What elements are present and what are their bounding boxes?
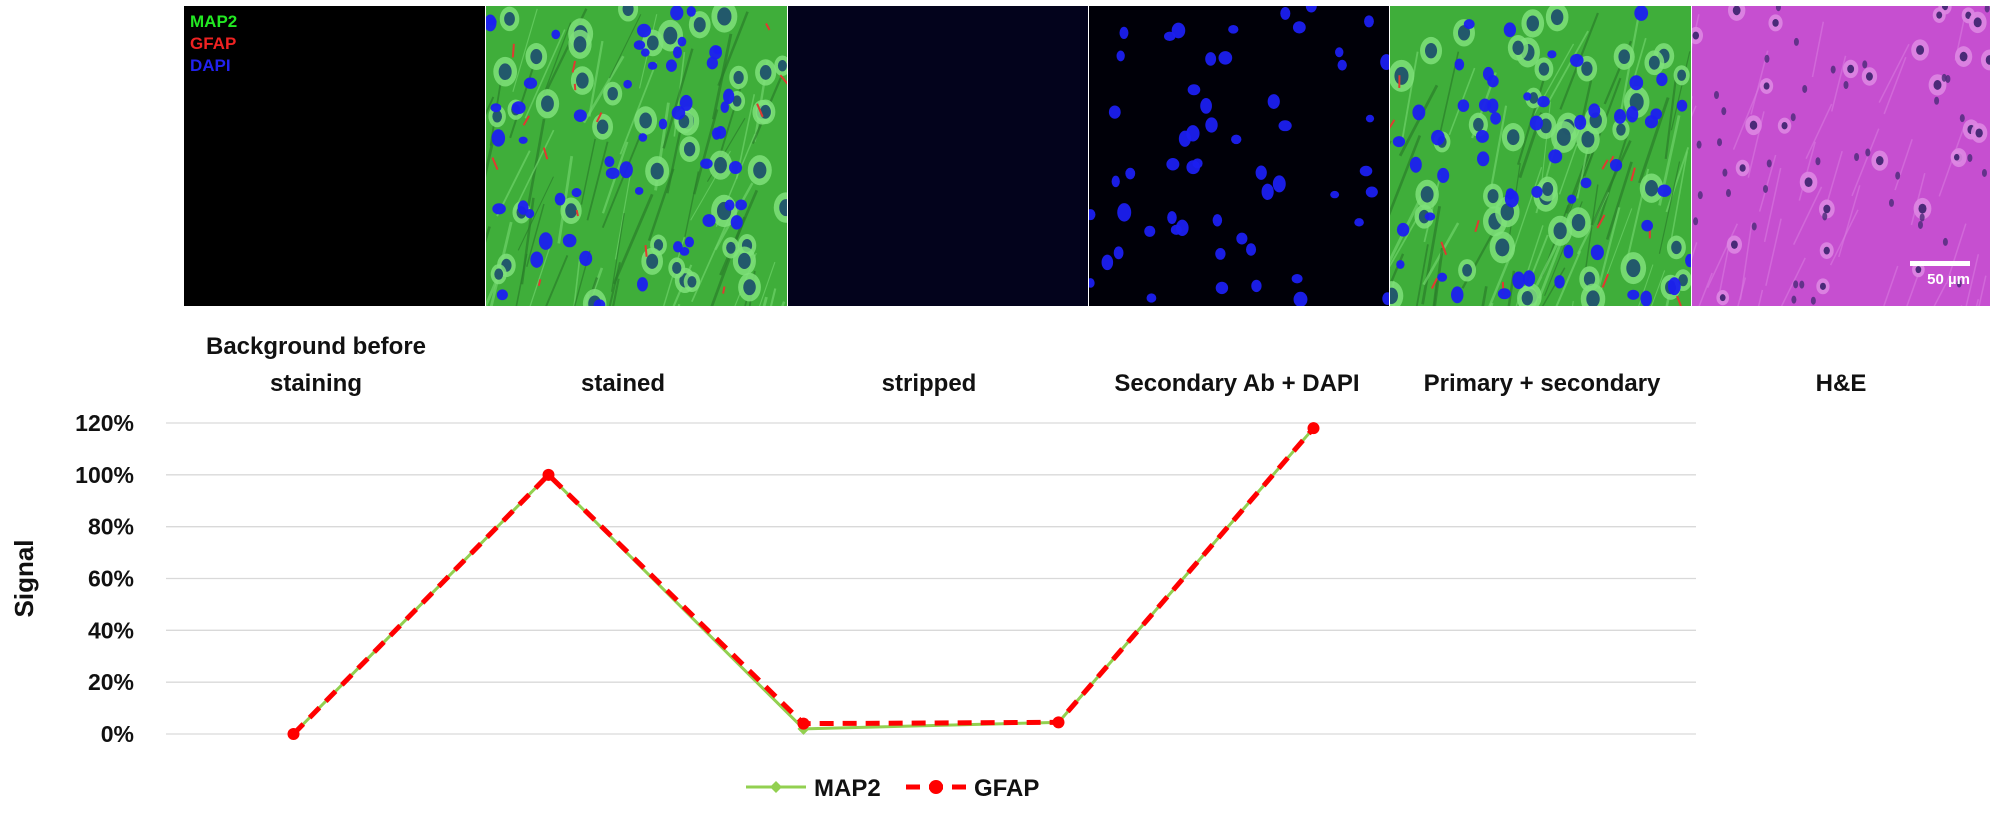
panel-secondary bbox=[1089, 6, 1389, 306]
panel-background-image bbox=[184, 6, 485, 306]
category-label-background: Background before staining bbox=[205, 333, 427, 397]
label-map2: MAP2 bbox=[190, 12, 238, 31]
legend-label: GFAP bbox=[974, 775, 1039, 802]
panel-stained-image bbox=[486, 6, 787, 306]
legend-marker bbox=[929, 780, 943, 794]
panel-stripped-image bbox=[788, 6, 1088, 306]
y-tick-label: 40% bbox=[88, 617, 134, 643]
label-gfap: GFAP bbox=[190, 34, 237, 53]
y-tick-label: 0% bbox=[101, 721, 134, 747]
label-dapi: DAPI bbox=[190, 56, 231, 75]
y-axis-title: Signal bbox=[9, 539, 39, 617]
panel-he: 50 µm bbox=[1692, 6, 1990, 306]
data-point-gfap bbox=[1052, 716, 1065, 729]
y-tick-label: 120% bbox=[75, 410, 134, 436]
panel-he-image bbox=[1692, 6, 1990, 306]
y-tick-label: 20% bbox=[88, 669, 134, 695]
category-label-secondary: Secondary Ab + DAPI bbox=[1114, 370, 1360, 397]
scale-bar bbox=[1910, 261, 1970, 266]
series-line-gfap bbox=[291, 426, 1316, 736]
y-tick-label: 100% bbox=[75, 462, 134, 488]
data-point-gfap bbox=[1307, 422, 1320, 435]
data-point-gfap bbox=[797, 717, 810, 730]
data-point-gfap bbox=[542, 468, 555, 481]
panel-primary-secondary-image bbox=[1390, 6, 1691, 306]
category-label-stripped: stripped bbox=[881, 370, 977, 397]
legend-item-map2: MAP2 bbox=[746, 775, 881, 802]
panel-stained bbox=[486, 6, 787, 306]
category-label-primary: Primary + secondary bbox=[1423, 370, 1661, 397]
category-label-he: H&E bbox=[1815, 370, 1867, 397]
panel-stripped bbox=[788, 6, 1088, 306]
legend-label: MAP2 bbox=[814, 775, 881, 802]
y-tick-label: 60% bbox=[88, 566, 134, 592]
category-label-stained: stained bbox=[580, 370, 666, 397]
panel-background: MAP2 GFAP DAPI bbox=[184, 6, 485, 306]
panel-secondary-image bbox=[1089, 6, 1389, 306]
panel-primary-secondary bbox=[1390, 6, 1691, 306]
data-point-gfap bbox=[287, 728, 300, 740]
legend-marker bbox=[770, 781, 782, 793]
legend-item-gfap: GFAP bbox=[906, 775, 1039, 802]
scale-bar-label: 50 µm bbox=[1927, 271, 1970, 288]
y-tick-label: 80% bbox=[88, 514, 134, 540]
